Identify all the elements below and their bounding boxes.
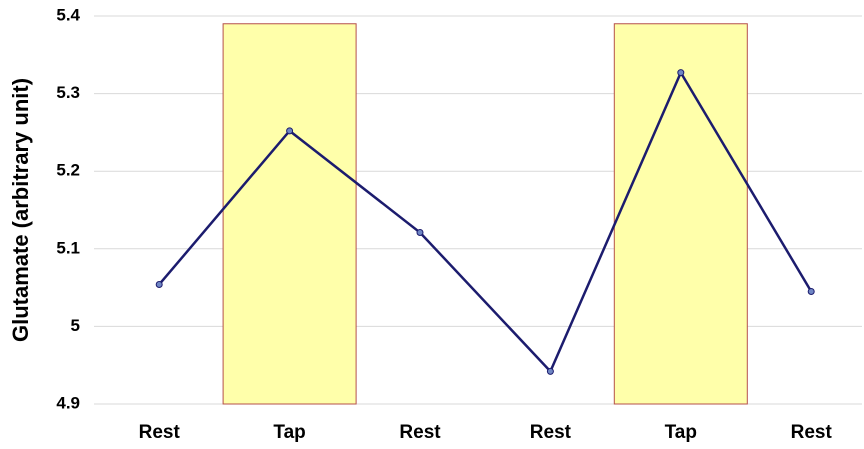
x-tick-label: Tap — [273, 422, 305, 443]
x-tick-label: Rest — [530, 422, 572, 443]
x-tick-label: Tap — [665, 422, 697, 443]
x-tick-label: Rest — [399, 422, 441, 443]
y-tick-label: 5.1 — [56, 238, 80, 257]
highlight-bar — [613, 23, 748, 405]
data-point — [155, 280, 163, 288]
x-tick-label: Rest — [139, 422, 181, 443]
data-line — [158, 69, 813, 374]
y-tick-label: 5 — [71, 316, 80, 335]
data-point — [546, 367, 554, 375]
x-tick-label: Rest — [791, 422, 833, 443]
y-tick-label: 5.3 — [56, 83, 80, 102]
data-point — [807, 287, 815, 295]
y-tick-label: 5.2 — [56, 161, 80, 180]
highlight-bar — [222, 23, 357, 405]
y-tick-label: 4.9 — [56, 393, 80, 412]
data-point — [677, 69, 685, 77]
data-point — [286, 127, 294, 135]
y-tick-label: 5.4 — [56, 5, 80, 24]
data-point — [416, 229, 424, 237]
y-axis-label: Glutamate (arbitrary unit) — [8, 78, 33, 342]
